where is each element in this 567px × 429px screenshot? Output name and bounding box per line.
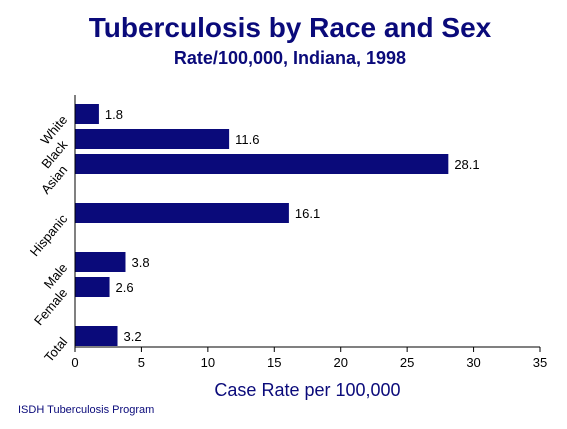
- footer-source: ISDH Tuberculosis Program: [18, 404, 155, 416]
- bar-male: [75, 252, 126, 272]
- category-label-asian: Asian: [38, 162, 70, 197]
- x-tick-label: 10: [201, 355, 215, 370]
- bar-asian: [75, 154, 449, 174]
- data-label-black: 11.6: [235, 132, 259, 147]
- x-tick-label: 0: [71, 355, 78, 370]
- chart-title: Tuberculosis by Race and Sex: [88, 12, 492, 43]
- x-tick-label: 25: [400, 355, 414, 370]
- data-label-female: 2.6: [116, 280, 134, 295]
- bar-female: [75, 277, 110, 297]
- x-tick-label: 35: [533, 355, 547, 370]
- data-label-white: 1.8: [105, 107, 123, 122]
- x-tick-label: 5: [138, 355, 145, 370]
- x-axis: 0 5 10 15 20 25 30 35: [71, 95, 547, 370]
- data-label-male: 3.8: [131, 255, 149, 270]
- bar-total: [75, 326, 118, 346]
- bar-black: [75, 129, 230, 149]
- bars-group: 1.8 11.6 28.1 16.1 3.8 2.6 3.2: [75, 104, 480, 346]
- category-label-total: Total: [41, 334, 70, 365]
- chart-subtitle: Rate/100,000, Indiana, 1998: [173, 48, 407, 68]
- x-tick-label: 20: [333, 355, 347, 370]
- category-label-female: Female: [31, 285, 70, 328]
- bar-white: [75, 104, 99, 124]
- x-tick-label: 15: [267, 355, 281, 370]
- x-axis-label: Case Rate per 100,000: [214, 380, 401, 400]
- x-tick-label: 30: [466, 355, 480, 370]
- data-label-total: 3.2: [124, 329, 142, 344]
- data-label-asian: 28.1: [454, 157, 479, 172]
- data-label-hispanic: 16.1: [295, 206, 320, 221]
- category-label-hispanic: Hispanic: [27, 211, 71, 259]
- bar-hispanic: [75, 203, 289, 223]
- category-label-male: Male: [41, 260, 71, 291]
